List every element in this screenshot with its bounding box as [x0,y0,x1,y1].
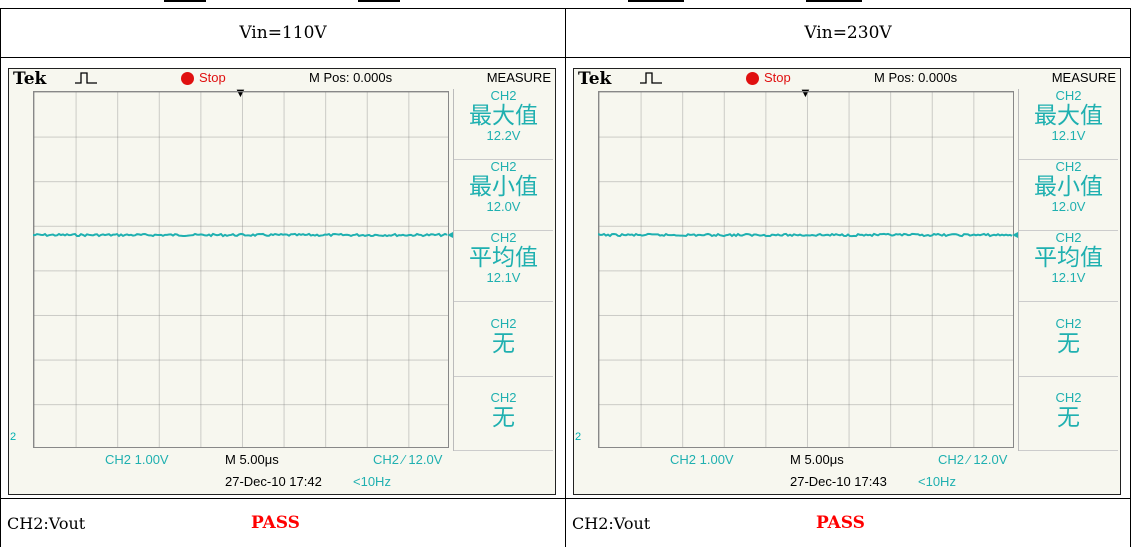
pulse-trigger-icon [75,72,97,84]
measurement-channel: CH2 [1055,88,1082,103]
trigger-level: CH2 ∕ 12.0V [938,452,1008,467]
ch2-volts-per-div: CH2 1.00V [670,452,734,467]
top-underline [628,0,684,2]
measurement-box[interactable]: CH2 最大值 12.1V [1019,89,1118,160]
timebase: M 5.00μs [790,452,844,467]
stop-indicator-icon [746,72,759,85]
measurement-channel: CH2 [490,316,517,331]
measurement-box[interactable]: CH2 最小值 12.0V [454,160,553,231]
test-result-table: Vin=110V Vin=230V Tek Stop M Pos: 0.000s ME… [0,8,1131,547]
trigger-frequency: <10Hz [918,474,956,489]
pass-result: PASS [251,513,300,533]
measurement-box[interactable]: CH2 最小值 12.0V [1019,160,1118,231]
run-state: Stop [764,70,791,85]
channel-label: CH2:Vout [7,513,86,533]
header-cell-vin-110: Vin=110V [0,8,566,58]
run-state: Stop [199,70,226,85]
header-cell-vin-230: Vin=230V [565,8,1131,58]
top-underline [358,0,400,2]
measurement-name: 最小值 [469,174,538,200]
ch2-ground-marker: 2 [575,431,582,443]
horizontal-position: M Pos: 0.000s [309,70,393,85]
pulse-trigger-icon [640,72,662,84]
measurement-channel: CH2 [1055,159,1082,174]
ch2-waveform-trace [33,232,453,238]
measurement-channel: CH2 [490,159,517,174]
ch2-volts-per-div: CH2 1.00V [105,452,169,467]
capture-datetime: 27-Dec-10 17:42 [225,474,322,489]
measure-panel: CH2 最大值 12.1V CH2 最小值 12.0V CH2 平均值 12.1V CH2 无 CH2… [1018,89,1118,451]
measurement-name: 最大值 [469,103,538,129]
measurement-channel: CH2 [490,230,517,245]
brand-logo: Tek [578,69,612,89]
header-row: Vin=110V Vin=230V [0,8,1131,58]
trigger-frequency: <10Hz [353,474,391,489]
stop-indicator-icon [181,72,194,85]
measurement-channel: CH2 [1055,316,1082,331]
footer-cell-230: CH2:Vout PASS [565,498,1131,547]
measurement-box[interactable]: CH2 无 [1019,379,1118,451]
measurement-channel: CH2 [490,88,517,103]
top-underline [164,0,206,2]
measurement-value: 12.0V [1051,199,1086,214]
footer-cell-110: CH2:Vout PASS [0,498,566,547]
measurement-name: 无 [1057,405,1080,431]
measurement-value: 12.1V [486,270,521,285]
measurement-name: 平均值 [1034,245,1103,271]
measurement-box[interactable]: CH2 平均值 12.1V [1019,231,1118,302]
measurement-value: 12.0V [486,199,521,214]
measurement-box[interactable]: CH2 平均值 12.1V [454,231,553,302]
measurement-value: 12.1V [1051,128,1086,143]
horizontal-position: M Pos: 0.000s [874,70,958,85]
measurement-box[interactable]: CH2 无 [454,379,553,451]
measurement-value: 12.1V [1051,270,1086,285]
trigger-level: CH2 ∕ 12.0V [373,452,443,467]
trigger-position-arrow-icon: ▼ [234,85,247,100]
measurement-box[interactable]: CH2 无 [1019,305,1118,377]
pass-result: PASS [816,513,865,533]
ch2-waveform-trace [598,232,1018,238]
measurement-box[interactable]: CH2 无 [454,305,553,377]
channel-label: CH2:Vout [572,513,651,533]
status-bar: CH2 1.00V M 5.00μs CH2 ∕ 12.0V 27-Dec-10 17… [598,450,1118,494]
measurement-channel: CH2 [1055,390,1082,405]
ch2-ground-marker: 2 [10,431,17,443]
timebase: M 5.00μs [225,452,279,467]
measurement-name: 最大值 [1034,103,1103,129]
capture-datetime: 27-Dec-10 17:43 [790,474,887,489]
footer-row: CH2:Vout PASS CH2:Vout PASS [0,498,1131,547]
top-underline [806,0,862,2]
measurement-name: 平均值 [469,245,538,271]
brand-logo: Tek [13,69,47,89]
waveform-graticule [598,91,1014,448]
status-bar: CH2 1.00V M 5.00μs CH2 ∕ 12.0V 27-Dec-10 17… [33,450,553,494]
measurement-channel: CH2 [1055,230,1082,245]
waveform-graticule [33,91,449,448]
measurement-name: 无 [492,331,515,357]
measure-panel: CH2 最大值 12.2V CH2 最小值 12.0V CH2 平均值 12.1V CH2 无 CH2… [453,89,553,451]
menu-title: MEASURE [486,70,551,85]
measurement-box[interactable]: CH2 最大值 12.2V [454,89,553,160]
measurement-name: 无 [1057,331,1080,357]
measurement-channel: CH2 [490,390,517,405]
measurement-name: 无 [492,405,515,431]
trigger-position-arrow-icon: ▼ [799,85,812,100]
measurement-name: 最小值 [1034,174,1103,200]
menu-title: MEASURE [1051,70,1116,85]
measurement-value: 12.2V [486,128,521,143]
